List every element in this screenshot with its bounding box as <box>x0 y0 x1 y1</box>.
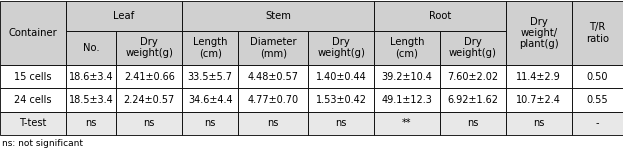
Bar <box>506 112 572 135</box>
Text: T-test: T-test <box>19 118 47 128</box>
Text: Dry
weight(g): Dry weight(g) <box>449 37 497 58</box>
Bar <box>440 112 506 135</box>
Bar <box>239 112 308 135</box>
Bar <box>117 112 182 135</box>
Text: 11.4±2.9: 11.4±2.9 <box>516 71 561 81</box>
Bar <box>506 1 572 65</box>
Text: Stem: Stem <box>265 11 291 21</box>
Text: ns: ns <box>533 118 545 128</box>
Text: ns: ns <box>204 118 216 128</box>
Text: ns: ns <box>467 118 478 128</box>
Text: 4.77±0.70: 4.77±0.70 <box>248 95 299 105</box>
Text: 33.5±5.7: 33.5±5.7 <box>188 71 233 81</box>
Text: 18.5±3.4: 18.5±3.4 <box>69 95 113 105</box>
Bar <box>239 31 308 65</box>
Bar <box>572 65 623 88</box>
Text: Root: Root <box>429 11 451 21</box>
Bar <box>572 88 623 112</box>
Text: Diameter
(mm): Diameter (mm) <box>250 37 297 58</box>
Text: 0.55: 0.55 <box>586 95 608 105</box>
Bar <box>440 65 506 88</box>
Bar <box>374 112 440 135</box>
Bar <box>308 31 374 65</box>
Text: Length
(cm): Length (cm) <box>193 37 227 58</box>
Text: No.: No. <box>83 43 100 53</box>
Text: 10.7±2.4: 10.7±2.4 <box>516 95 561 105</box>
Bar <box>66 65 117 88</box>
Bar <box>66 88 117 112</box>
Bar <box>66 112 117 135</box>
Bar <box>182 88 239 112</box>
Text: ns: ns <box>267 118 279 128</box>
Text: Container: Container <box>9 28 57 38</box>
Text: Dry
weight(g): Dry weight(g) <box>317 37 365 58</box>
Text: 7.60±2.02: 7.60±2.02 <box>447 71 498 81</box>
Bar <box>117 88 182 112</box>
Bar <box>182 112 239 135</box>
Bar <box>239 65 308 88</box>
Bar <box>117 65 182 88</box>
Bar <box>440 88 506 112</box>
Bar <box>0 1 66 65</box>
Bar <box>182 1 374 31</box>
Text: T/R
ratio: T/R ratio <box>586 22 609 43</box>
Text: 6.92±1.62: 6.92±1.62 <box>447 95 498 105</box>
Text: 18.6±3.4: 18.6±3.4 <box>69 71 113 81</box>
Bar <box>308 88 374 112</box>
Text: Dry
weight/
plant(g): Dry weight/ plant(g) <box>519 17 558 49</box>
Text: 2.41±0.66: 2.41±0.66 <box>124 71 174 81</box>
Text: 2.24±0.57: 2.24±0.57 <box>123 95 175 105</box>
Text: -: - <box>596 118 599 128</box>
Text: 0.50: 0.50 <box>587 71 608 81</box>
Text: 49.1±12.3: 49.1±12.3 <box>381 95 432 105</box>
Bar <box>572 1 623 65</box>
Text: ns: ns <box>85 118 97 128</box>
Text: 34.6±4.4: 34.6±4.4 <box>188 95 232 105</box>
Bar <box>0 88 66 112</box>
Bar <box>308 65 374 88</box>
Bar <box>0 112 66 135</box>
Text: 1.40±0.44: 1.40±0.44 <box>316 71 366 81</box>
Bar <box>374 1 506 31</box>
Bar <box>308 112 374 135</box>
Bar <box>117 31 182 65</box>
Bar <box>0 65 66 88</box>
Text: ns: not significant: ns: not significant <box>2 139 83 148</box>
Text: 24 cells: 24 cells <box>14 95 52 105</box>
Text: 4.48±0.57: 4.48±0.57 <box>248 71 299 81</box>
Bar <box>506 88 572 112</box>
Text: 15 cells: 15 cells <box>14 71 52 81</box>
Text: 1.53±0.42: 1.53±0.42 <box>316 95 366 105</box>
Bar <box>66 1 182 31</box>
Text: ns: ns <box>143 118 155 128</box>
Bar <box>572 112 623 135</box>
Bar <box>182 65 239 88</box>
Text: Length
(cm): Length (cm) <box>389 37 424 58</box>
Text: ns: ns <box>335 118 347 128</box>
Text: **: ** <box>402 118 412 128</box>
Bar <box>239 88 308 112</box>
Text: Leaf: Leaf <box>113 11 135 21</box>
Text: Dry
weight(g): Dry weight(g) <box>125 37 173 58</box>
Bar <box>374 65 440 88</box>
Bar <box>506 65 572 88</box>
Bar <box>182 31 239 65</box>
Bar <box>374 88 440 112</box>
Bar <box>440 31 506 65</box>
Bar <box>66 31 117 65</box>
Bar <box>374 31 440 65</box>
Text: 39.2±10.4: 39.2±10.4 <box>381 71 432 81</box>
